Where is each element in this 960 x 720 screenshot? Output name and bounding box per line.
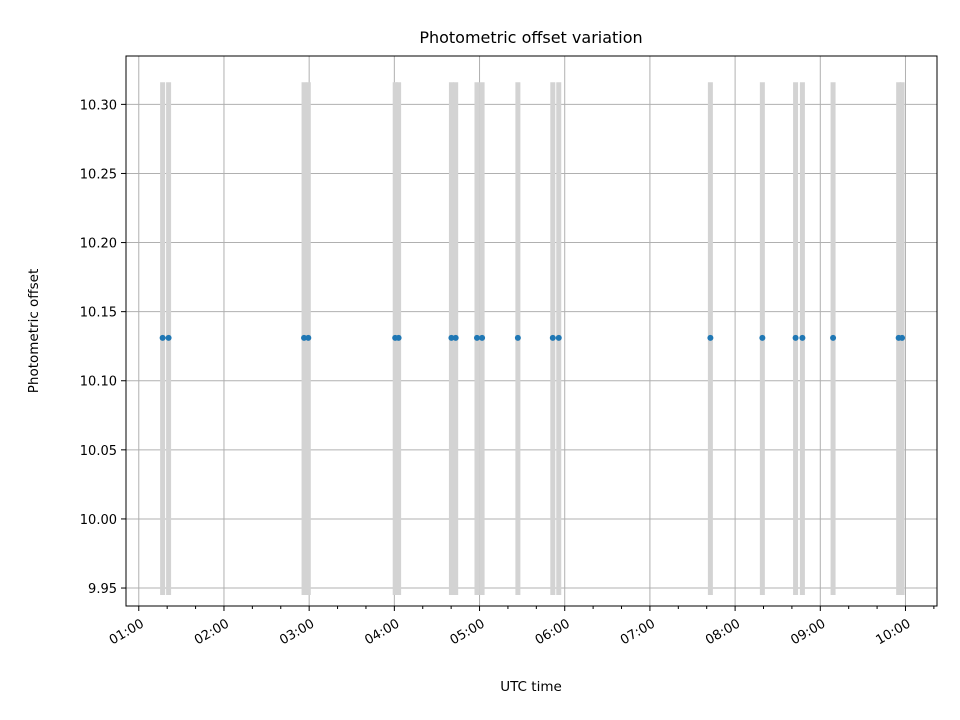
y-tick-label: 10.25 [80,167,117,182]
y-tick-label: 10.20 [80,237,117,252]
data-point [305,334,312,341]
data-point [799,334,806,341]
data-point [707,334,714,341]
data-point [301,334,308,341]
data-point [830,334,837,341]
plot-frame [125,55,938,607]
y-tick-label: 10.30 [80,98,117,113]
data-point [159,334,166,341]
data-point [899,334,906,341]
data-point [514,334,521,341]
data-point [759,334,766,341]
data-point [165,334,172,341]
data-point [452,334,459,341]
y-tick-label: 9.95 [88,582,117,597]
data-point [473,334,480,341]
data-point [479,334,486,341]
y-axis-ticks: 9.95 10.00 10.05 10.10 10.15 10.20 10.25 10.30 [80,98,126,597]
data-point [555,334,562,341]
chart-title: Photometric offset variation [419,28,642,47]
y-tick-label: 10.10 [80,375,117,390]
y-tick-label: 10.05 [80,444,117,459]
data-point [448,334,455,341]
data-point [549,334,556,341]
y-tick-label: 10.15 [80,306,117,321]
data-points [159,334,906,341]
y-axis-label: Photometric offset [26,269,42,393]
data-point [792,334,799,341]
y-tick-label: 10.00 [80,513,117,528]
data-point [395,334,402,341]
x-axis-label: UTC time [500,679,562,695]
